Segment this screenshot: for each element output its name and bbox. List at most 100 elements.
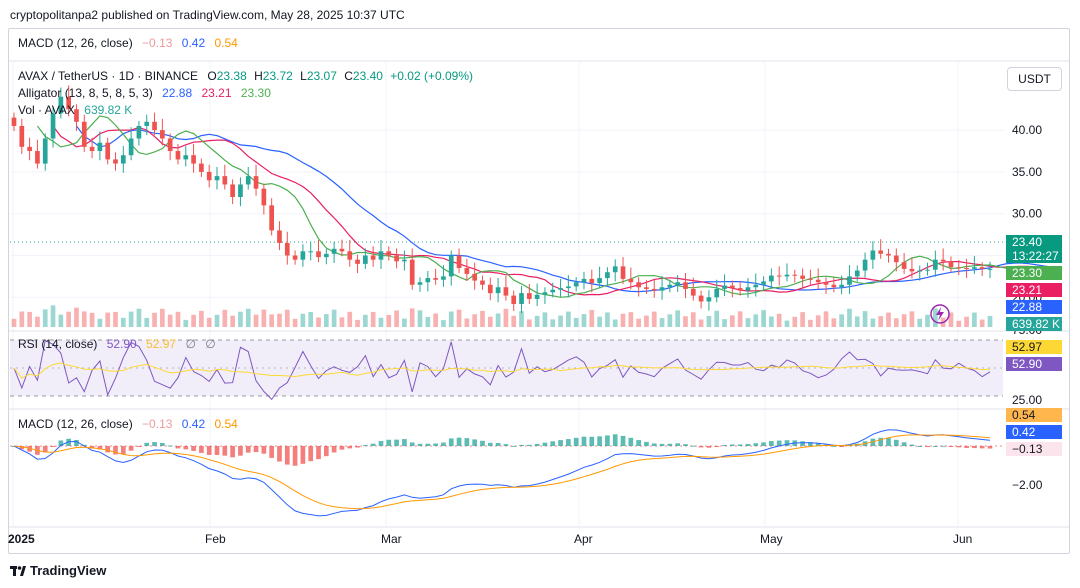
volume-bar — [58, 314, 64, 327]
volume-bar — [815, 315, 821, 327]
volume-bar — [35, 316, 40, 327]
candle-body — [800, 275, 805, 279]
volume-bar — [120, 317, 126, 327]
candle-body — [277, 230, 282, 243]
candle-body — [74, 109, 79, 122]
macd-hist-bar — [50, 446, 56, 447]
candle-body — [589, 278, 595, 284]
volume-bar — [519, 311, 524, 327]
macd-hist-bar — [675, 443, 681, 446]
macd-hist-bar — [706, 446, 712, 448]
macd-tick-label: −2.00 — [1012, 478, 1043, 492]
candle-body — [698, 295, 704, 302]
macd-hist-bar — [214, 446, 220, 455]
macd-hist-bar — [136, 446, 142, 447]
macd-hist-bar — [620, 435, 626, 446]
candle-body — [89, 146, 95, 152]
macd-hist-bar — [917, 445, 923, 447]
volume-bar — [300, 313, 306, 327]
macd-hist-bar — [113, 446, 118, 455]
volume-bar — [74, 307, 79, 327]
candle-body — [97, 142, 103, 152]
candle-body — [152, 121, 157, 131]
candle-body — [542, 292, 548, 295]
volume-bar — [105, 312, 111, 327]
volume-bar — [409, 308, 415, 327]
volume-bar — [542, 312, 548, 327]
macd-hist-bar — [183, 446, 189, 450]
volume-bar — [636, 318, 641, 327]
candle-body — [558, 288, 563, 290]
candle-body — [339, 248, 345, 252]
macd-hist-bar — [745, 443, 751, 446]
close-value: 23.40 — [352, 69, 383, 83]
macd-hist-bar — [230, 446, 235, 458]
candle-body — [808, 278, 813, 280]
macd-hist-bar — [737, 444, 743, 446]
macd-hist-bar — [199, 446, 204, 453]
volume-bar — [97, 318, 103, 327]
macd-hist-bar — [651, 443, 657, 446]
macd-hist-label: −0.13 — [1006, 442, 1062, 456]
volume-bar — [292, 318, 298, 327]
volume-bar — [870, 318, 876, 327]
last-price-value: 23.40 — [1012, 235, 1043, 249]
rsi-lines — [13, 339, 991, 401]
volume-bar — [526, 319, 532, 327]
macd-hist-bar — [66, 438, 71, 446]
macd-hist-bar — [27, 446, 32, 452]
candle-body — [42, 138, 48, 164]
macd-hist-bar — [480, 440, 485, 446]
currency-button[interactable]: USDT — [1007, 67, 1062, 91]
volume-legend[interactable]: Vol · AVAX 639.82 K — [18, 103, 132, 117]
candle-body — [784, 274, 790, 277]
candle-body — [355, 259, 360, 264]
chart-frame — [8, 28, 1070, 554]
candle-body — [769, 275, 774, 282]
candle-body — [27, 146, 32, 152]
candle-body — [261, 188, 267, 206]
lightning-icon[interactable] — [930, 304, 950, 324]
candle-body — [144, 121, 150, 126]
volume-bar — [511, 315, 517, 327]
volume-price-label: 639.82 K — [1006, 317, 1062, 331]
candles — [11, 85, 993, 314]
macd-hist-bar — [784, 440, 790, 446]
open-value: 23.38 — [216, 69, 247, 83]
alligator-legend[interactable]: Alligator (13, 8, 5, 8, 5, 3) 22.88 23.2… — [18, 86, 271, 100]
candle-body — [409, 259, 415, 285]
candle-body — [870, 250, 876, 260]
rsi-legend[interactable]: RSI (14, close) 52.90 52.97 ∅ ∅ — [18, 337, 216, 351]
candle-body — [737, 288, 743, 291]
macd-lines — [13, 429, 991, 517]
candle-body — [300, 251, 306, 260]
volume-bar — [566, 311, 571, 327]
macd-hist-bar — [269, 446, 275, 458]
macd-hist-bar — [19, 446, 25, 450]
macd-hist-bar — [878, 437, 884, 446]
price-tick-label: 40.00 — [1012, 123, 1042, 137]
volume-bar — [11, 318, 17, 327]
volume-bar — [683, 316, 688, 327]
countdown-value: 13:22:27 — [1012, 249, 1059, 263]
candle-body — [456, 255, 462, 269]
macd-hist-bar — [464, 438, 470, 446]
candle-body — [487, 284, 493, 294]
macd-hist-bar — [402, 439, 407, 446]
volume-bar — [933, 308, 938, 327]
volume-bar — [667, 314, 673, 327]
volume-bar — [761, 310, 766, 327]
macd-hist-bar — [909, 444, 915, 446]
candle-body — [675, 282, 681, 285]
candle-body — [620, 266, 626, 279]
macd-hist-bar — [386, 439, 392, 446]
volume-bar — [160, 308, 165, 327]
macd-hist-bar — [729, 444, 735, 446]
volume-bars — [11, 305, 993, 327]
macd-legend[interactable]: MACD (12, 26, close) −0.13 0.42 0.54 — [18, 417, 238, 431]
macd-hist-bar — [698, 446, 704, 448]
footer-brand[interactable]: TradingView — [10, 563, 106, 578]
macd-hist-bar — [316, 446, 321, 460]
symbol-legend[interactable]: AVAX / TetherUS · 1D · BINANCE O23.38 H2… — [18, 69, 473, 83]
